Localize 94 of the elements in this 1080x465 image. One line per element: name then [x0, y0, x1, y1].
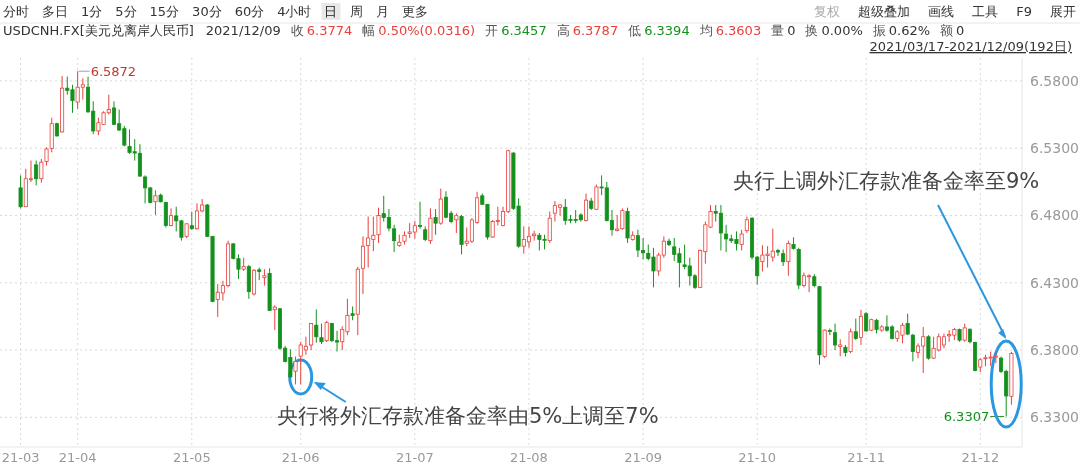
- candlestick: [962, 323, 967, 343]
- x-tick-label: 21-05: [172, 450, 211, 465]
- x-tick-label: 21-04: [58, 450, 97, 465]
- candlestick: [18, 174, 23, 209]
- text: 2021/03/17-2021/12/09(192日): [869, 39, 1072, 54]
- text: 0: [787, 23, 796, 38]
- text: 分时: [3, 4, 29, 19]
- candlestick: [526, 225, 531, 249]
- candlestick: [360, 235, 365, 295]
- x-tick-label: 21-11: [847, 450, 886, 465]
- text: F9: [1016, 4, 1032, 19]
- candlestick: [775, 248, 780, 257]
- text: 日: [324, 4, 338, 19]
- candlestick: [293, 356, 298, 385]
- candlestick: [853, 318, 858, 341]
- text: 60分: [234, 4, 265, 19]
- annotation: 6.5872: [90, 64, 137, 80]
- text: 15分: [149, 4, 180, 19]
- candlestick: [926, 334, 931, 361]
- text: 展开: [1050, 4, 1076, 19]
- x-tick-label: 21-07: [395, 450, 434, 465]
- text: 0.00%: [821, 23, 863, 38]
- text: 0.62%: [888, 23, 931, 38]
- x-tick-label: 21-12: [961, 450, 1000, 465]
- text: 工具: [972, 4, 999, 19]
- x-tick-label: 21-03: [1, 450, 40, 465]
- x-tick-label: 21-09: [624, 450, 662, 465]
- text: 月: [376, 4, 390, 19]
- text: 高: [556, 23, 570, 38]
- candlestick: [153, 189, 158, 216]
- candlestick: [454, 212, 459, 234]
- text: 复权: [814, 4, 841, 19]
- x-tick-label: 21-10: [738, 450, 777, 465]
- candlestick: [864, 311, 869, 333]
- text: 6.3774: [306, 23, 353, 38]
- text: 幅: [362, 23, 376, 38]
- candlestick: [309, 322, 314, 351]
- candlestick: [163, 201, 168, 228]
- annotation: 6.3307: [943, 409, 990, 425]
- candlestick: [428, 207, 433, 245]
- text: 6.3787: [572, 23, 619, 38]
- x-tick-label: 21-06: [281, 450, 320, 465]
- y-tick-label: 6.4300: [1030, 274, 1079, 291]
- candlestick: [189, 211, 194, 231]
- candlestick: [858, 309, 863, 346]
- candlestick: [584, 193, 589, 223]
- text: 开: [485, 23, 499, 38]
- text: 6.3394: [644, 23, 690, 38]
- y-tick-label: 6.3300: [1030, 409, 1079, 426]
- text: 0: [956, 23, 965, 38]
- candlestick: [324, 320, 329, 343]
- text: 6.3457: [501, 23, 547, 38]
- candlestick: [252, 268, 257, 297]
- candlestick: [547, 211, 552, 244]
- text: 更多: [402, 4, 429, 19]
- text: 均: [698, 23, 713, 38]
- annotation: 央行上调外汇存款准备金率至9%: [733, 169, 1040, 193]
- x-tick-label: 21-08: [510, 450, 548, 465]
- candlestick: [314, 308, 319, 344]
- text: 5分: [115, 4, 137, 19]
- text: 2021/12/09: [205, 23, 281, 38]
- candlestick: [594, 184, 599, 211]
- text: 多日: [42, 4, 68, 19]
- candlestick: [34, 160, 39, 186]
- text: 超级叠加: [858, 4, 911, 19]
- annotation: 央行将外汇存款准备金率由5%上调至7%: [277, 404, 659, 428]
- candlestick: [319, 323, 324, 345]
- text: 量: [771, 23, 785, 38]
- text: 画线: [928, 4, 955, 19]
- candlestick: [272, 304, 277, 331]
- text: 6.3603: [715, 23, 762, 38]
- text: 30分: [192, 4, 222, 19]
- candlestick: [418, 201, 423, 230]
- y-tick-label: 6.5300: [1030, 140, 1079, 157]
- text: 收: [290, 23, 304, 38]
- candlestick: [786, 240, 791, 277]
- text: 0.50%(0.0316): [378, 23, 476, 38]
- chart-title: USDCNH.FX[美元兑离岸人民币]: [3, 23, 194, 38]
- text: 周: [350, 4, 364, 19]
- candlestick: [848, 328, 853, 354]
- candlestick: [833, 323, 838, 351]
- y-tick-label: 6.4800: [1030, 207, 1079, 224]
- text: 换: [805, 23, 819, 38]
- candlestick: [39, 158, 44, 184]
- text: 4小时: [277, 4, 312, 19]
- y-tick-label: 6.5800: [1030, 72, 1079, 89]
- candlestick: [376, 207, 381, 244]
- text: 1分: [81, 4, 103, 19]
- text: 振: [872, 23, 886, 38]
- candlestick: [739, 229, 744, 251]
- text: 额: [940, 23, 954, 38]
- y-tick-label: 6.3800: [1030, 342, 1079, 359]
- text: 低: [628, 23, 642, 38]
- candlestick: [433, 208, 438, 236]
